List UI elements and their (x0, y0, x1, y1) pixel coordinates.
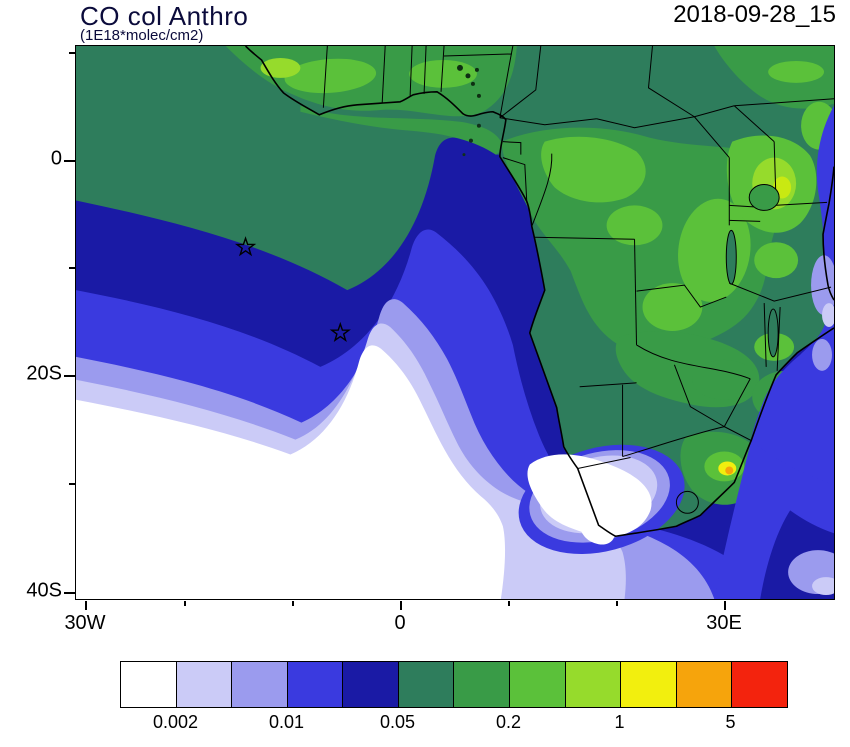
land-emission-patches (225, 46, 834, 505)
colorbar-cell (232, 662, 288, 707)
y-axis-label: 0 (50, 147, 62, 170)
band-white-low (76, 345, 506, 599)
channel-pale-patch (822, 303, 834, 327)
east-ocean-layer (714, 105, 834, 599)
tanzania-light-green (754, 242, 799, 279)
plot-title: CO col Anthro (80, 1, 249, 31)
y-axis-minor-tick (69, 52, 75, 54)
coastline-main (244, 46, 834, 538)
map-svg (76, 46, 834, 599)
x-axis-minor-tick (616, 601, 618, 606)
colorbar-cell (398, 662, 455, 707)
y-axis-label: 40S (26, 579, 62, 602)
colorbar (120, 661, 788, 708)
plot-datetime: 2018-09-28_15 (673, 1, 836, 28)
colorbar-tick-label: 0.002 (152, 712, 198, 732)
congo-light-green-1 (606, 205, 663, 246)
colorbar-cell (621, 662, 677, 707)
sa-interior-white (527, 454, 652, 537)
gulf-islands (462, 123, 481, 157)
y-axis-tick (64, 592, 75, 594)
lake-victoria (748, 184, 780, 211)
station-star-marker (329, 321, 351, 342)
colorbar-cell (732, 662, 787, 707)
plot-units-subtitle: (1E18*molec/cm2) (80, 27, 204, 44)
colorbar-tick-label: 1 (614, 712, 625, 732)
colorbar-labels: 0.002 0.01 0.05 0.2 1 5 (120, 712, 786, 736)
station-star-marker (234, 236, 257, 257)
x-axis-minor-tick (292, 601, 294, 606)
highveld-orange-hotspot (725, 466, 734, 475)
colorbar-cell (454, 662, 511, 707)
colorbar-tick-label: 0.2 (495, 712, 521, 732)
niger-delta-hotspots (456, 64, 481, 98)
ethiopia-light-green (768, 60, 825, 83)
lesotho-border (675, 490, 699, 514)
channel-lavender-patch-2 (812, 338, 833, 371)
x-axis-label: 30W (64, 612, 106, 634)
colorbar-tick-label: 0.05 (379, 712, 416, 732)
x-axis-tick (85, 601, 87, 610)
colorbar-cell (565, 662, 622, 707)
cape-white-lobe (579, 512, 615, 545)
country-borders (322, 46, 834, 514)
colorbar-cell (510, 662, 566, 707)
west-africa-light-green (284, 58, 377, 94)
x-axis-tick (400, 601, 402, 610)
se-corner-pale (812, 577, 834, 596)
colorbar-cell (287, 662, 344, 707)
zimbabwe-green (692, 359, 757, 400)
colorbar-cell (121, 662, 177, 707)
x-axis-label: 0 (394, 612, 406, 634)
cameroon-light-green (541, 136, 646, 203)
congo-light-green-3 (642, 283, 703, 331)
x-axis-minor-tick (508, 601, 510, 606)
x-axis-tick (724, 601, 726, 610)
coastline-east (822, 166, 834, 301)
south-africa-low-co-rings (518, 444, 685, 554)
y-axis-tick (64, 160, 75, 162)
y-axis-tick (64, 375, 75, 377)
y-axis-label: 20S (26, 362, 62, 385)
map-plot-area (75, 45, 835, 600)
coastline (244, 46, 834, 538)
gulf-of-guinea-green-strip (300, 105, 503, 155)
lake-tanganyika (725, 229, 737, 285)
colorbar-cell (343, 662, 399, 707)
colorbar-tick-label: 5 (725, 712, 736, 732)
x-axis-label: 30E (706, 612, 742, 634)
colorbar-cell (176, 662, 233, 707)
y-axis-minor-tick (69, 267, 75, 269)
lakes (725, 184, 780, 358)
colorbar-cell (676, 662, 733, 707)
guinea-bright-green (260, 57, 301, 78)
y-axis-minor-tick (69, 483, 75, 485)
mozambique-channel-blue (751, 105, 834, 491)
x-axis-minor-tick (184, 601, 186, 606)
colorbar-tick-label: 0.01 (268, 712, 305, 732)
lake-malawi (767, 308, 779, 358)
channel-lavender-patch-1 (811, 255, 834, 316)
